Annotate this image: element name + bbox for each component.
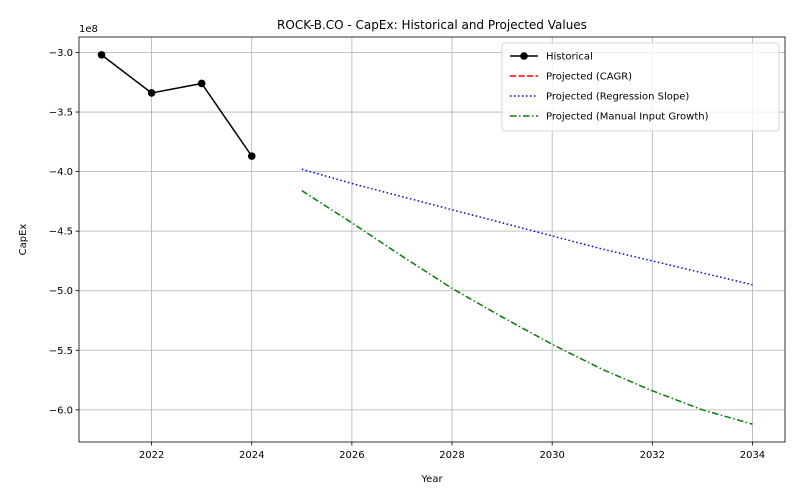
legend-label: Projected (Regression Slope): [546, 92, 689, 103]
data-point: [97, 51, 106, 59]
data-point: [197, 79, 206, 88]
x-tick-label: 2026: [339, 450, 364, 461]
series-layer: [97, 51, 753, 425]
series-line-3: [301, 190, 753, 425]
y-tick-label: −3.0: [49, 48, 73, 59]
x-tick-label: 2034: [740, 450, 765, 461]
legend: Historical Projected (CAGR) Projected (Reg…: [501, 42, 780, 132]
y-tick-label: −4.5: [49, 227, 73, 238]
series-line-2: [301, 168, 753, 286]
data-point: [147, 89, 156, 97]
x-axis-label: Year: [420, 474, 443, 485]
x-tick-label: 2032: [640, 450, 665, 461]
x-tick-label: 2030: [539, 450, 564, 461]
y-tick-label: −5.0: [49, 286, 73, 297]
y-tick-label: −3.5: [49, 108, 73, 119]
chart-title: ROCK-B.CO - CapEx: Historical and Projec…: [277, 18, 587, 32]
x-tick-label: 2022: [139, 450, 164, 461]
y-axis-offset-label: 1e8: [79, 24, 98, 35]
tick-layer: 2022 2024 2026 2028 2030 2032 2034 −3.0 −3.5 −4.0…: [49, 48, 765, 461]
x-tick-label: 2028: [439, 450, 464, 461]
plot-frame: [78, 36, 786, 443]
data-point: [247, 152, 256, 160]
y-tick-label: −6.0: [49, 405, 73, 416]
y-tick-label: −5.5: [49, 346, 73, 357]
legend-label: Projected (Manual Input Growth): [546, 112, 709, 123]
y-tick-label: −4.0: [49, 167, 73, 178]
legend-label: Historical: [546, 52, 593, 63]
grid: [79, 37, 785, 442]
legend-label: Projected (CAGR): [546, 72, 632, 83]
series-line-0: [101, 54, 253, 157]
legend-box: [501, 42, 780, 132]
y-axis-label: CapEx: [18, 224, 29, 256]
x-tick-label: 2024: [239, 450, 264, 461]
legend-marker: [520, 52, 528, 60]
